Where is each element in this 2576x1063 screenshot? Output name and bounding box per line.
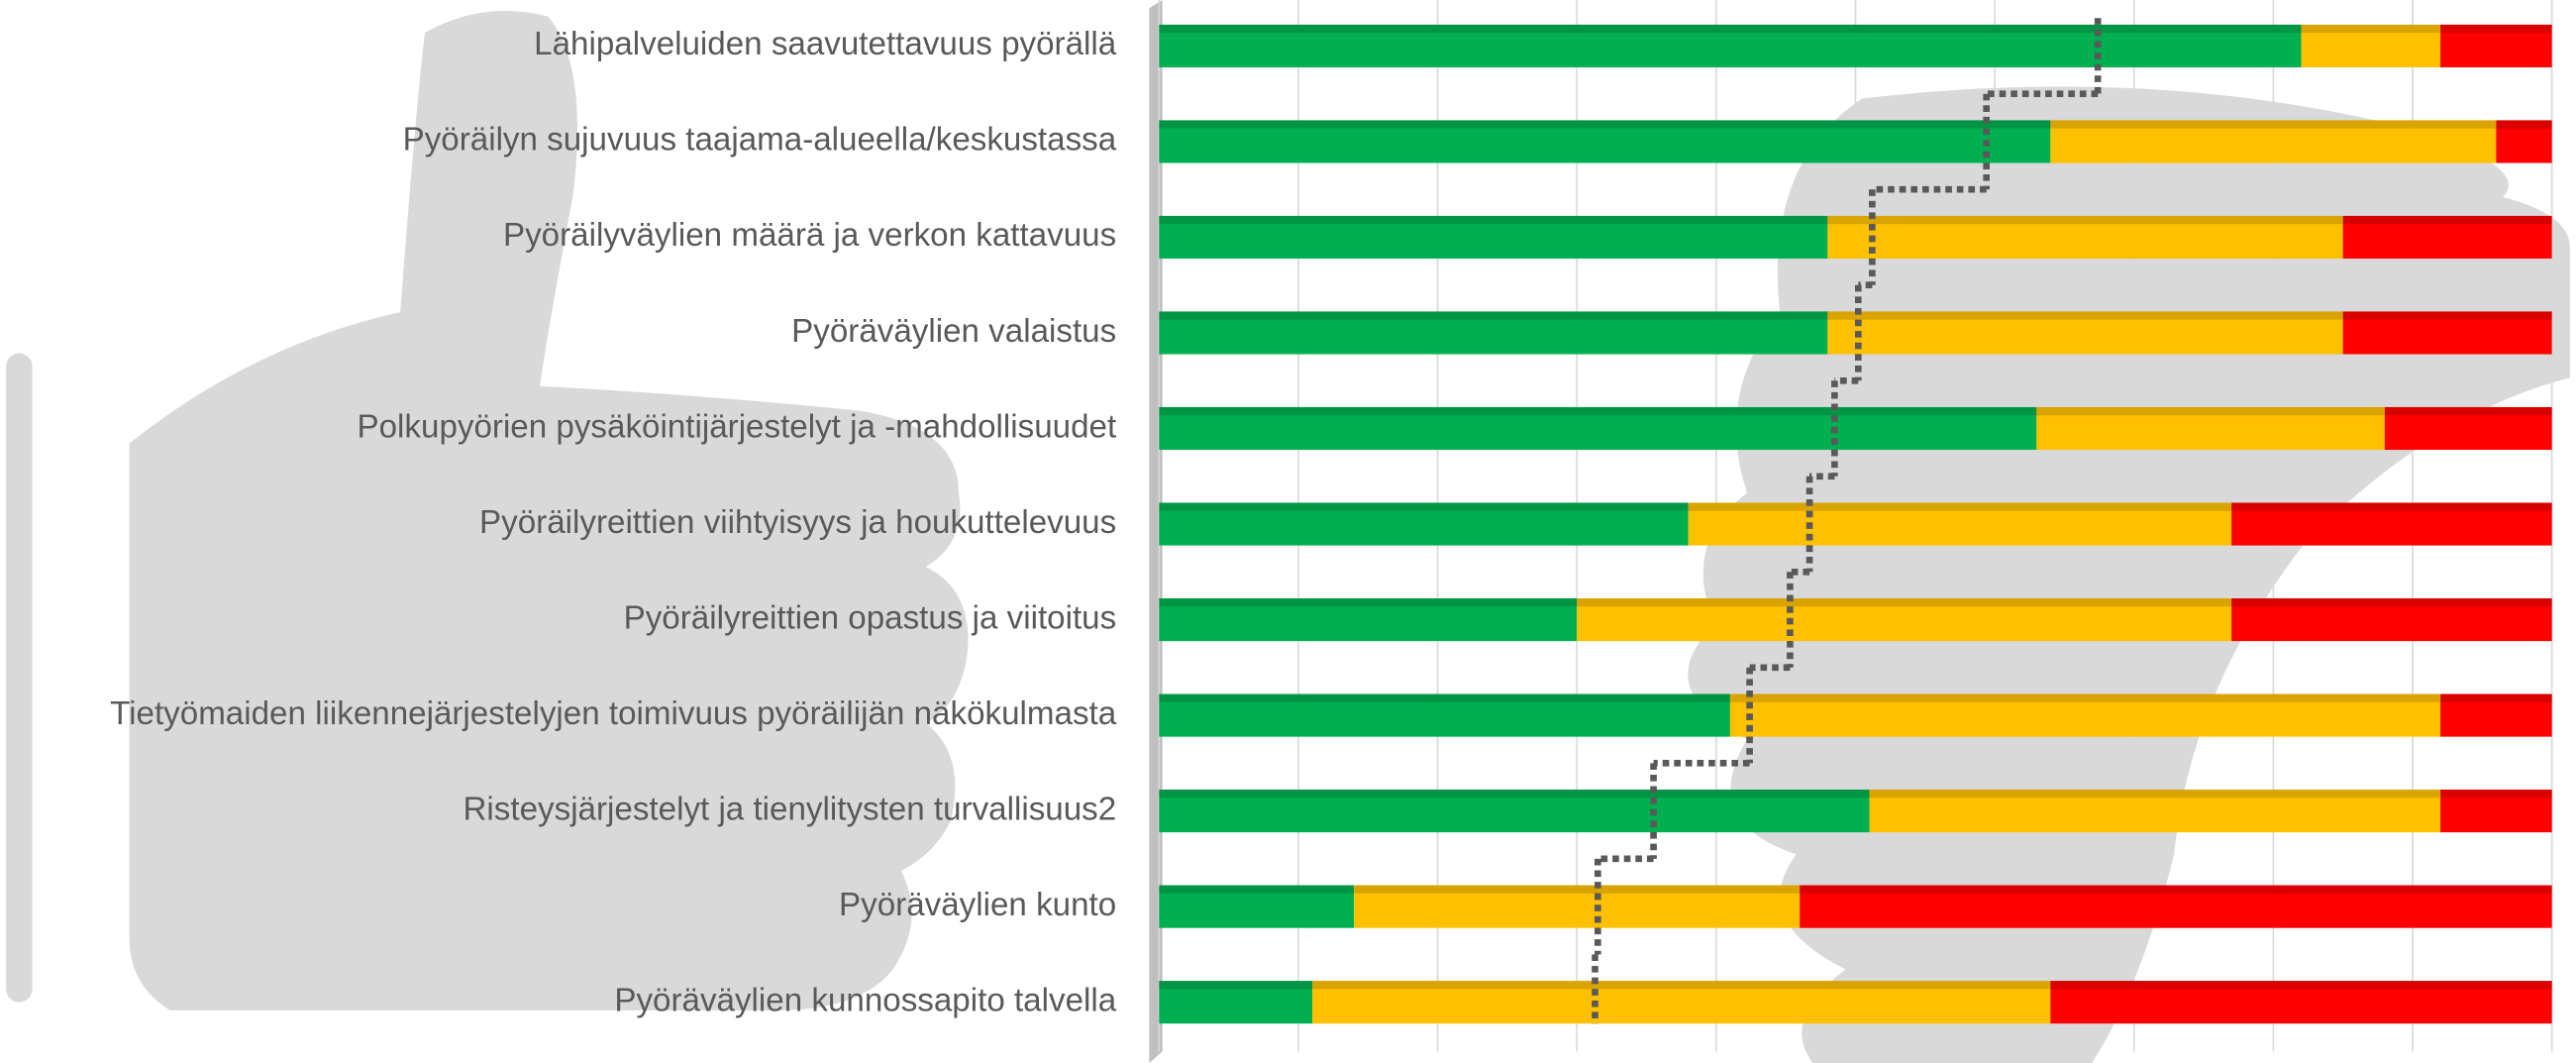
bar-highlight [1159,120,2050,128]
bar-highlight [1354,886,1800,894]
bar-highlight [1159,598,1577,606]
bar-highlight [1159,790,1869,797]
bar-segment [2496,120,2551,162]
bar-highlight [2343,311,2552,319]
bar-segment [1730,694,2440,737]
category-label: Pyöräväylien valaistus [791,313,1116,350]
bar-highlight [2440,694,2552,702]
bar-highlight [1870,790,2441,797]
bar-segment [2343,216,2552,259]
category-label: Tietyömaiden liikennejärjestelyjen toimi… [110,695,1117,732]
thumb-cuff [6,354,33,1003]
bar-highlight [1159,502,1688,510]
bar-highlight [1159,25,2301,33]
bar-segment [1159,886,1354,928]
bar-segment [1159,981,1312,1023]
bar-segment [1312,981,2050,1023]
bar-highlight [2385,407,2552,415]
bar-highlight [1159,407,2036,415]
bar-highlight [2050,120,2496,128]
category-label: Lähipalveluiden saavutettavuus pyörällä [534,26,1117,62]
category-label: Pyöräväylien kunnossapito talvella [614,982,1116,1018]
bar-segment [2343,311,2552,354]
bar-segment [1159,790,1869,832]
category-label: Pyöräilyreittien viihtyisyys ja houkutte… [479,504,1116,541]
bar-segment [1159,502,1688,545]
bar-segment [1800,886,2551,928]
bar-highlight [2343,216,2552,224]
bar-segment [1159,311,1827,354]
bar-segment [2036,407,2385,450]
bar-segment [2385,407,2552,450]
bar-segment [2050,120,2496,162]
bar-segment [1577,598,2231,641]
bar-segment [1159,407,2036,450]
bar-segment [2440,694,2552,737]
bar-segment [1870,790,2441,832]
bar-highlight [1159,694,1730,702]
bar-highlight [1312,981,2050,989]
bar-segment [2231,598,2551,641]
bar-segment [1827,216,2342,259]
bar-segment [1159,598,1577,641]
bar-highlight [1827,311,2342,319]
bar-highlight [2496,120,2551,128]
category-label: Pyöräilyn sujuvuus taajama-alueella/kesk… [403,122,1117,159]
bar-highlight [1800,886,2551,894]
bar-segment [2440,25,2552,67]
bar-segment [1827,311,2342,354]
bar-highlight [2440,790,2552,797]
bar-highlight [2231,598,2551,606]
bar-highlight [2440,25,2552,33]
bar-highlight [2302,25,2441,33]
chart: Lähipalveluiden saavutettavuus pyörällä P… [0,0,2576,1063]
bar-highlight [1827,216,2342,224]
category-label: Risteysjärjestelyt ja tienylitysten turv… [463,791,1116,827]
bar-segment [2302,25,2441,67]
bar-segment [1159,694,1730,737]
bar-highlight [1159,981,1312,989]
category-label: Pyöräilyväylien määrä ja verkon kattavuu… [503,217,1116,254]
bar-segment [2231,502,2551,545]
bar-segment [1159,120,2050,162]
bar-highlight [1159,216,1827,224]
category-label: Pyöräilyreittien opastus ja viitoitus [624,599,1117,636]
bar-highlight [1689,502,2231,510]
bar-highlight [2231,502,2551,510]
category-label: Polkupyörien pysäköintijärjestelyt ja -m… [358,408,1117,445]
bar-highlight [1577,598,2231,606]
bar-highlight [2050,981,2551,989]
bar-segment [1159,216,1827,259]
page: {"chart_data": {"type": "stacked_barh", … [0,0,2576,1063]
bar-segment [1354,886,1800,928]
bar-highlight [2036,407,2385,415]
bar-highlight [1730,694,2440,702]
bar-highlight [1159,311,1827,319]
bar-segment [1689,502,2231,545]
bar-segment [1159,25,2301,67]
category-label: Pyöräväylien kunto [839,887,1116,923]
bar-segment [2050,981,2551,1023]
bar-highlight [1159,886,1354,894]
bar-segment [2440,790,2552,832]
